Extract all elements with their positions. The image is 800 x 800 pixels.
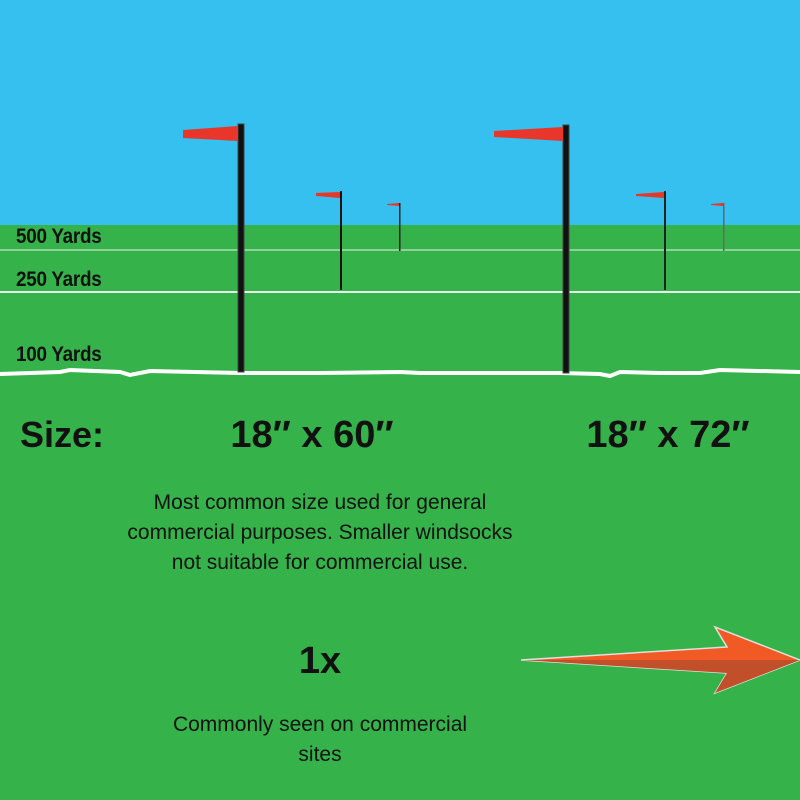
windsock-pole-icon <box>183 123 245 373</box>
grass <box>0 225 800 800</box>
size-label: Size: <box>20 414 105 455</box>
windsock-pole-icon <box>494 124 570 374</box>
size-value-2: 18″ x 72″ <box>586 414 750 456</box>
size-description: Most common size used for general commer… <box>127 491 513 574</box>
distance-label-500: 500 Yards <box>16 225 102 248</box>
distance-label-250: 250 Yards <box>16 268 102 291</box>
windsock-pole-icon <box>316 191 342 290</box>
distance-label-100: 100 Yards <box>16 343 102 366</box>
arrow-right-icon <box>520 625 800 695</box>
sky <box>0 0 800 225</box>
line-100-yards <box>0 367 800 379</box>
windsock-pole-icon <box>387 203 401 251</box>
usage-note: Commonly seen on commercial sites <box>172 713 468 766</box>
multiplier: 1x <box>298 640 342 682</box>
size-value-1: 18″ x 60″ <box>230 414 394 456</box>
windsock-pole-icon <box>711 203 725 251</box>
windsock-pole-icon <box>636 191 666 290</box>
